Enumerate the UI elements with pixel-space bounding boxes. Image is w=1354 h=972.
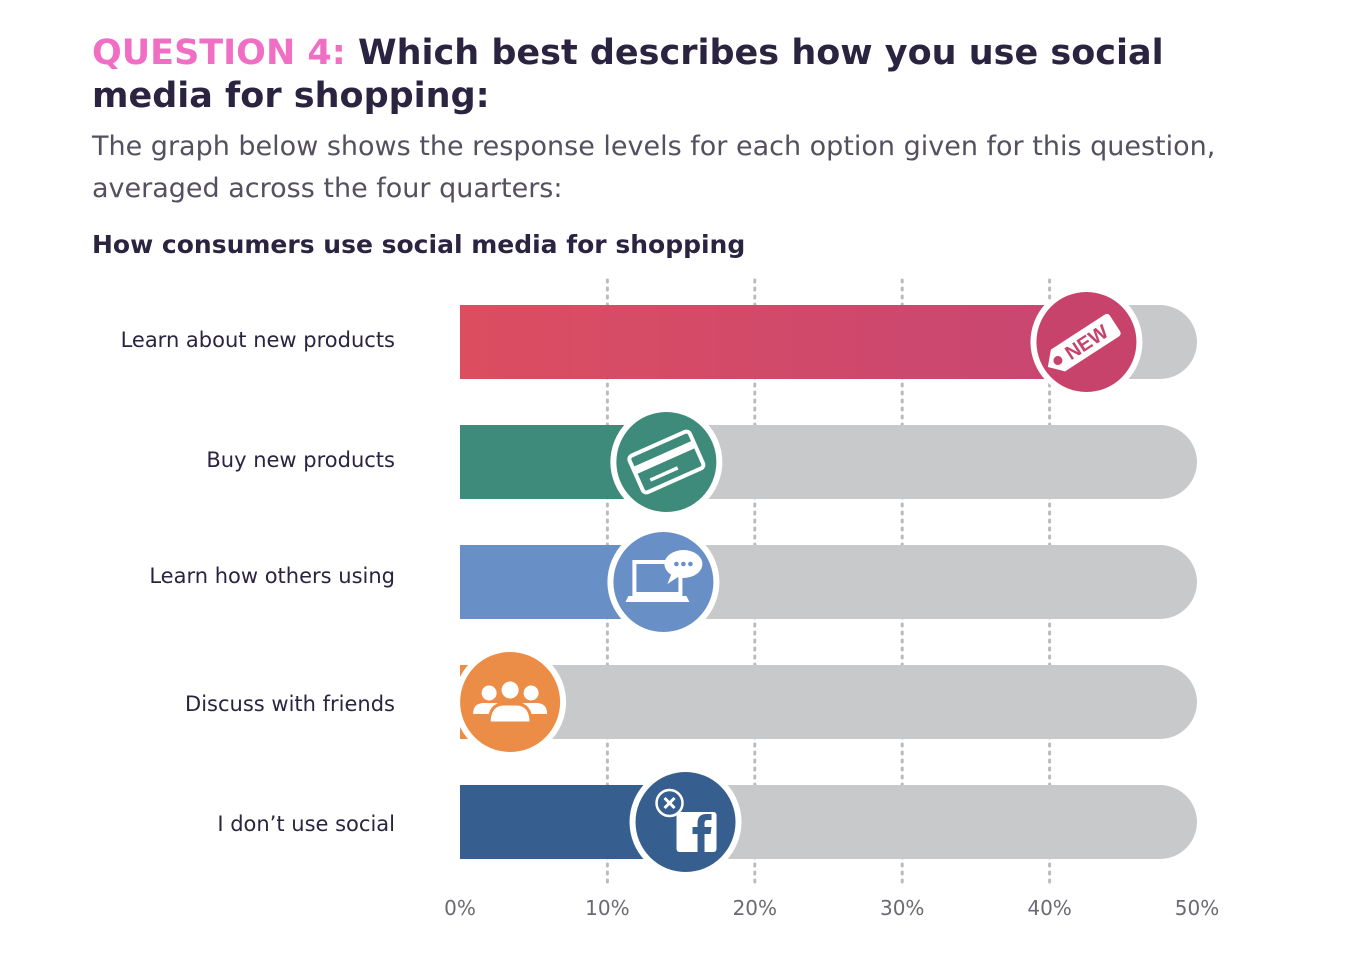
bar-end-circle	[460, 652, 561, 752]
x-tick-label: 10%	[585, 896, 629, 920]
category-labels: Learn about new products Buy new products…	[121, 328, 395, 836]
category-label: Buy new products	[206, 448, 395, 472]
bar-row	[460, 766, 1197, 878]
bar-value	[460, 305, 1087, 379]
x-tick-label: 20%	[733, 896, 777, 920]
question-title: QUESTION 4: Which best describes how you…	[92, 32, 1292, 118]
x-tick-label: 40%	[1027, 896, 1071, 920]
category-label: I don’t use social	[217, 812, 395, 836]
bar-track	[460, 665, 1197, 739]
bar-row	[460, 286, 1197, 398]
x-axis-ticks: 0% 10% 20% 30% 40% 50%	[444, 896, 1219, 920]
bars	[454, 286, 1197, 878]
x-tick-label: 50%	[1175, 896, 1219, 920]
bar-row	[460, 406, 1197, 518]
question-text: Which best describes how you use social …	[92, 33, 1164, 116]
category-label: Learn how others using	[149, 564, 395, 588]
category-label: Discuss with friends	[185, 692, 395, 716]
x-tick-label: 30%	[880, 896, 924, 920]
x-tick-label: 0%	[444, 896, 476, 920]
question-description: The graph below shows the response level…	[92, 131, 1216, 204]
category-label: Learn about new products	[121, 328, 395, 352]
question-label: QUESTION 4:	[92, 33, 346, 73]
bar-row	[460, 526, 1197, 638]
chart-title: How consumers use social media for shopp…	[92, 230, 746, 259]
bar-end-circle	[613, 532, 714, 632]
bar-row	[454, 646, 1197, 758]
